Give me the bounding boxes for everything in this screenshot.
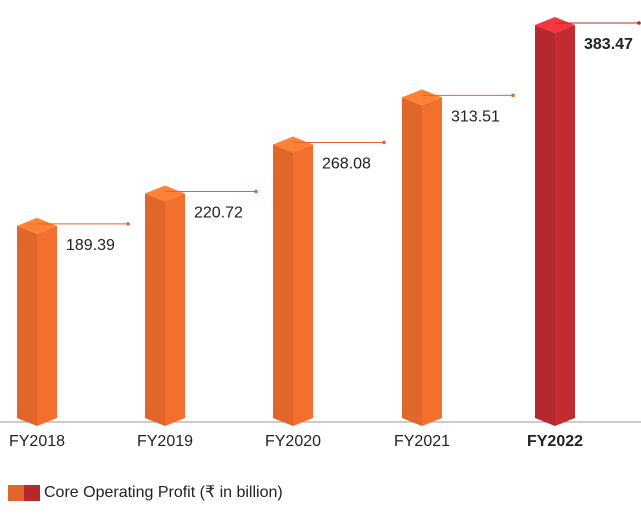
bar: [145, 185, 185, 426]
value-label: 220.72: [194, 205, 243, 222]
bar-left-face: [402, 97, 422, 426]
x-tick-label: FY2021: [394, 433, 450, 450]
bar-cap: [273, 136, 313, 153]
bar-left-face: [535, 25, 555, 426]
bar-right-face: [165, 193, 185, 426]
bar-right-face: [37, 225, 57, 426]
bar: [273, 136, 313, 427]
leader-dot: [511, 93, 515, 98]
bar-cap: [17, 217, 57, 234]
bar-right-face: [422, 97, 442, 426]
bar-right-face: [555, 25, 575, 426]
value-label: 189.39: [66, 237, 115, 254]
leader-dot: [126, 222, 130, 226]
leader-dot: [637, 21, 641, 25]
x-tick-label: FY2020: [265, 433, 321, 450]
bar-left-face: [145, 193, 165, 426]
x-tick-label: FY2019: [137, 433, 193, 450]
x-tick-label: FY2018: [9, 433, 65, 450]
bar: [402, 89, 442, 426]
legend-label: Core Operating Profit (₹ in billion): [44, 484, 283, 501]
legend-swatch: [24, 485, 40, 501]
bar-right-face: [293, 144, 313, 427]
bar-left-face: [17, 225, 37, 426]
x-tick-label: FY2022: [527, 433, 583, 450]
bar-cap: [145, 185, 185, 202]
bar-left-face: [273, 144, 293, 427]
bar: [17, 217, 57, 426]
leader-dot: [254, 189, 258, 194]
value-label: 383.47: [584, 36, 633, 53]
value-label: 268.08: [322, 156, 371, 173]
value-label: 313.51: [451, 109, 500, 126]
leader-dot: [382, 140, 386, 145]
bar: [535, 17, 575, 426]
legend-swatch: [8, 485, 24, 501]
bar-cap: [535, 17, 575, 33]
bar-cap: [402, 89, 442, 106]
